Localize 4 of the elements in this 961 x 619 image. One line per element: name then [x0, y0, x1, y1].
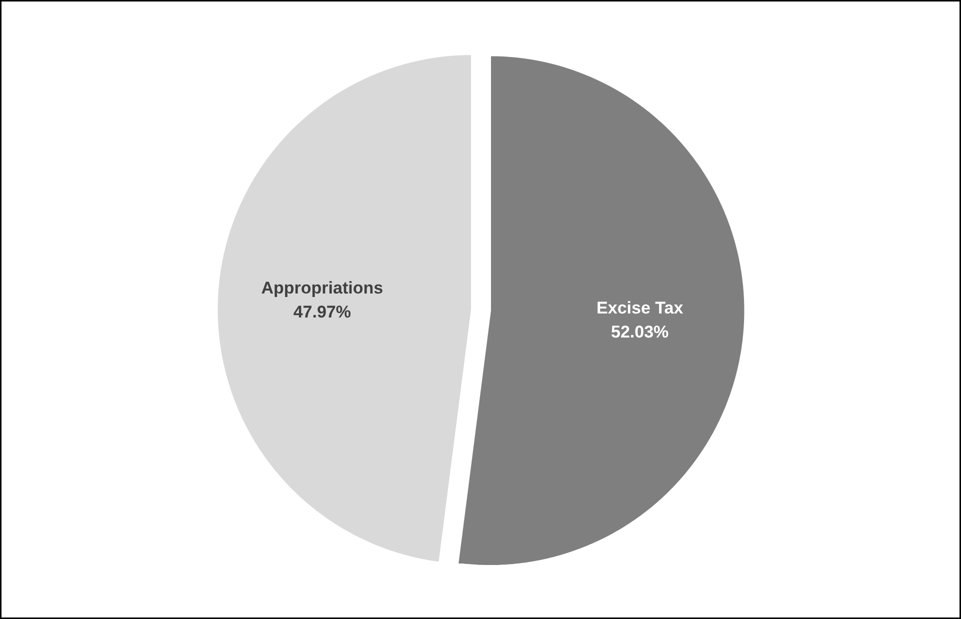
data-label: 52.03%	[611, 322, 669, 342]
data-label: 47.97%	[293, 302, 351, 322]
slice-label: Appropriations	[261, 278, 384, 298]
slice-label: Excise Tax	[596, 298, 684, 318]
